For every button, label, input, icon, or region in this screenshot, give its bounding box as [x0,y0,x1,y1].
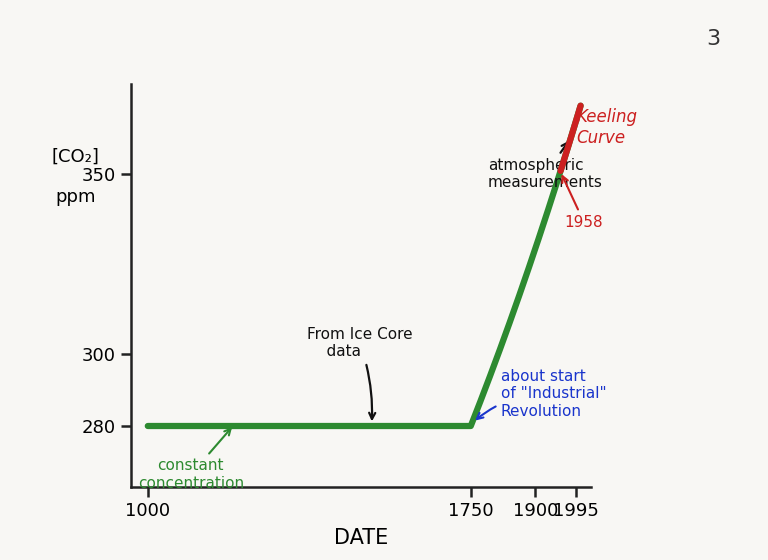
Text: Keeling
Curve: Keeling Curve [577,108,637,147]
Text: ppm: ppm [55,188,95,206]
Text: [CO₂]: [CO₂] [51,148,99,166]
Text: From Ice Core
    data: From Ice Core data [307,327,412,419]
Text: atmospheric
measurements: atmospheric measurements [488,143,603,190]
Text: about start
of "Industrial"
Revolution: about start of "Industrial" Revolution [477,368,607,419]
Text: constant
concentration: constant concentration [137,429,244,491]
Text: 3: 3 [707,29,720,49]
Text: 1958: 1958 [562,176,604,230]
X-axis label: DATE: DATE [334,528,388,548]
